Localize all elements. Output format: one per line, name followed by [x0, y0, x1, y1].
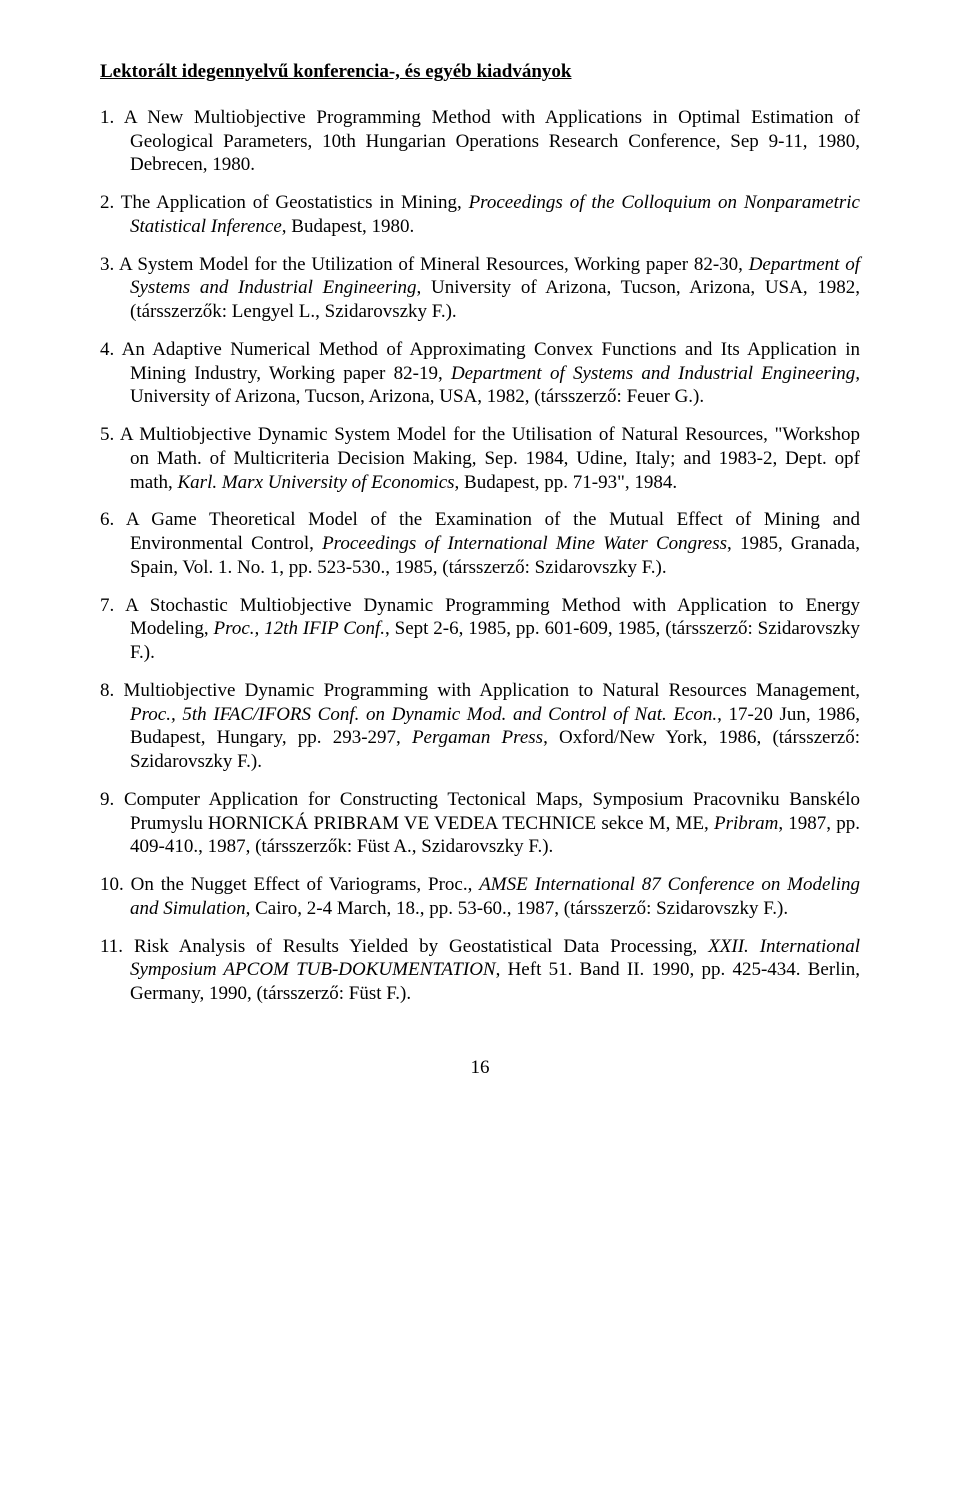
publication-list: A New Multiobjective Programming Method … [100, 106, 860, 1006]
publication-item: Computer Application for Constructing Te… [100, 788, 860, 859]
publication-item: A Stochastic Multiobjective Dynamic Prog… [100, 594, 860, 665]
page-number: 16 [100, 1056, 860, 1080]
publication-item: A Game Theoretical Model of the Examinat… [100, 508, 860, 579]
section-title: Lektorált idegennyelvű konferencia-, és … [100, 60, 860, 84]
publication-item: The Application of Geostatistics in Mini… [100, 191, 860, 239]
publication-item: A System Model for the Utilization of Mi… [100, 253, 860, 324]
publication-item: A Multiobjective Dynamic System Model fo… [100, 423, 860, 494]
publication-item: Risk Analysis of Results Yielded by Geos… [100, 935, 860, 1006]
publication-item: An Adaptive Numerical Method of Approxim… [100, 338, 860, 409]
publication-item: On the Nugget Effect of Variograms, Proc… [100, 873, 860, 921]
publication-item: Multiobjective Dynamic Programming with … [100, 679, 860, 774]
publication-item: A New Multiobjective Programming Method … [100, 106, 860, 177]
